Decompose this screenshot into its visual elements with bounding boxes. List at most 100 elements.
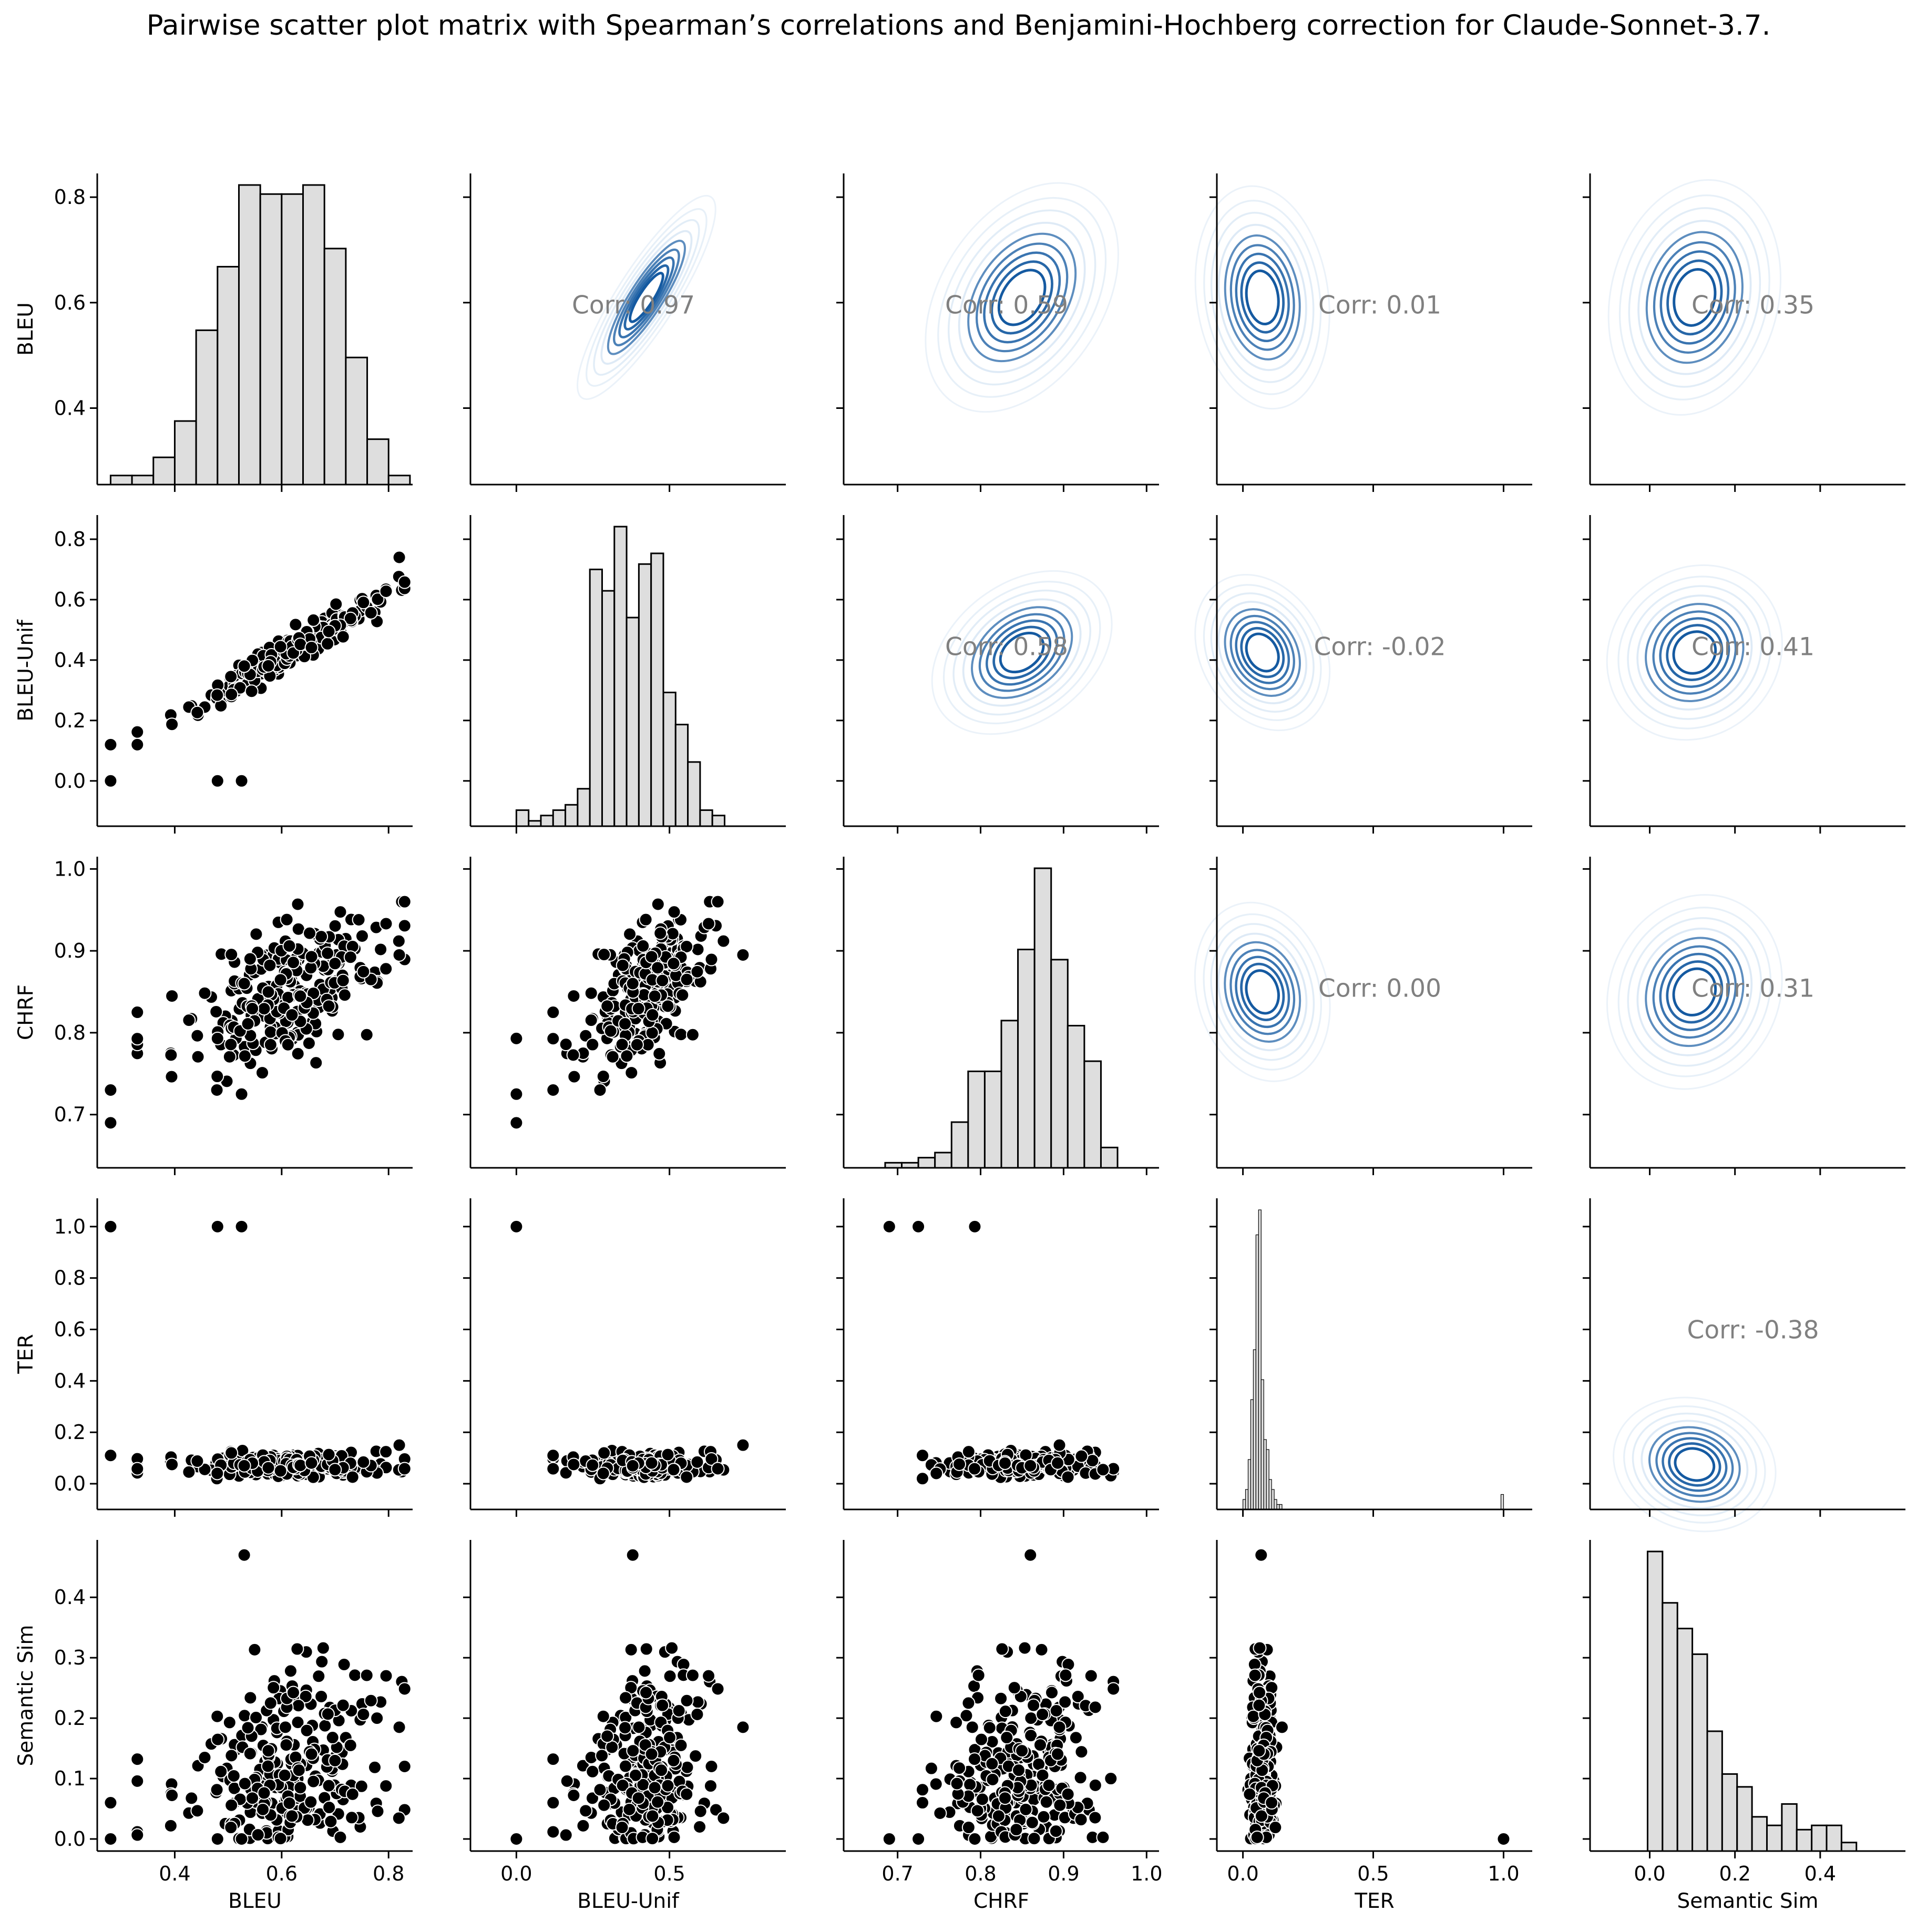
scatter-point xyxy=(1074,1745,1089,1759)
scatter-point xyxy=(165,1457,179,1472)
panel-bleu-vs-chrf: Corr: 0.59 xyxy=(836,173,1159,492)
scatter-point xyxy=(316,1641,330,1655)
scatter-point xyxy=(736,948,750,962)
scatter-point xyxy=(1015,1744,1029,1758)
y-tick-label: 0.7 xyxy=(54,1103,86,1126)
panel-chrf-vs-bleu: 0.7 0.8 0.9 1.0 xyxy=(54,857,413,1175)
scatter-point xyxy=(655,1698,670,1712)
y-tick-label: 0.4 xyxy=(54,1369,86,1392)
scatter-point xyxy=(322,1447,336,1462)
scatter-point xyxy=(615,1037,629,1052)
scatter-point xyxy=(631,1791,645,1805)
kde-contour xyxy=(1672,630,1717,675)
kde-contour xyxy=(1606,564,1783,741)
kde-contour xyxy=(1235,252,1290,343)
scatter-point xyxy=(234,774,249,788)
scatter-point xyxy=(209,1004,223,1019)
scatter-point xyxy=(321,636,335,651)
scatter-point xyxy=(655,973,670,988)
scatter-point xyxy=(210,774,224,788)
histogram-bar xyxy=(1017,949,1036,1169)
kde-contour xyxy=(1674,1447,1716,1482)
scatter-point xyxy=(593,1083,607,1097)
scatter-point xyxy=(355,929,369,943)
scatter-point xyxy=(995,1642,1009,1656)
scatter-point xyxy=(392,1720,406,1734)
kde-contour xyxy=(1636,928,1753,1056)
kde-contour xyxy=(1655,1432,1734,1497)
scatter-point xyxy=(929,1466,944,1481)
histogram-bar xyxy=(528,820,542,827)
scatter-point xyxy=(924,1761,938,1775)
scatter-point xyxy=(624,1066,639,1080)
scatter-point xyxy=(546,1448,560,1463)
x-axis-title-semantic-sim: Semantic Sim xyxy=(1677,1889,1819,1913)
x-tick-label: 0.2 xyxy=(1719,1862,1750,1885)
scatter-point xyxy=(974,1732,988,1746)
histogram-bar xyxy=(1662,1602,1678,1852)
scatter-point xyxy=(322,1779,336,1793)
scatter-point xyxy=(593,1783,607,1797)
scatter-point xyxy=(596,1466,610,1481)
y-tick-label: 0.2 xyxy=(54,1421,86,1444)
scatter-point xyxy=(279,1738,293,1752)
x-tick-label: 0.6 xyxy=(266,1862,298,1885)
scatter-point xyxy=(261,1461,275,1475)
scatter-point xyxy=(630,1037,644,1052)
scatter-point xyxy=(644,1456,659,1470)
histogram-bar xyxy=(917,1157,936,1169)
y-axis-title-chrf: CHRF xyxy=(14,984,38,1040)
kde-contour xyxy=(1666,624,1724,681)
scatter-point xyxy=(661,1447,675,1462)
scatter-point xyxy=(263,1025,278,1039)
y-tick-label: 0.0 xyxy=(54,1827,86,1851)
scatter-point xyxy=(360,1668,374,1682)
scatter-point xyxy=(663,1731,677,1745)
scatter-point xyxy=(286,1686,301,1700)
kde-contour xyxy=(613,248,680,346)
scatter-point xyxy=(104,774,118,788)
scatter-point xyxy=(916,1783,929,1797)
kde-contour xyxy=(623,264,670,331)
kde-contour xyxy=(1245,269,1280,326)
kde-contour xyxy=(975,242,1069,353)
scatter-point xyxy=(645,1832,660,1846)
scatter-point xyxy=(282,1796,296,1810)
scatter-point xyxy=(651,897,665,911)
scatter-point xyxy=(1051,1747,1065,1761)
scatter-point xyxy=(238,1709,252,1723)
y-tick-label: 0.8 xyxy=(54,1021,86,1044)
scatter-point xyxy=(567,1789,581,1803)
scatter-point xyxy=(273,973,288,987)
scatter-point xyxy=(736,1720,750,1734)
y-tick-label: 0.6 xyxy=(54,588,86,611)
scatter-point xyxy=(560,1774,574,1788)
scatter-point xyxy=(595,1749,609,1763)
histogram-bar xyxy=(259,193,283,486)
histogram-bar xyxy=(1263,1439,1267,1510)
panel-bleu-vs-bleu: 0.4 0.6 0.8 xyxy=(54,173,413,492)
scatter-point xyxy=(290,1642,304,1656)
scatter-point xyxy=(586,1037,600,1052)
scatter-point xyxy=(1052,1720,1067,1734)
scatter-point xyxy=(651,961,665,975)
y-tick-label: 0.9 xyxy=(54,939,86,962)
scatter-point xyxy=(961,1821,976,1835)
scatter-point xyxy=(300,1723,314,1738)
scatter-point xyxy=(654,1763,669,1777)
scatter-point xyxy=(237,1548,251,1562)
scatter-point xyxy=(379,917,393,931)
scatter-point xyxy=(693,1804,708,1818)
scatter-point xyxy=(238,1776,252,1791)
scatter-point xyxy=(273,1464,288,1478)
kde-contour xyxy=(600,230,693,365)
scatter-point xyxy=(266,1681,281,1695)
scatter-point xyxy=(356,1707,371,1721)
scatter-point xyxy=(374,942,388,957)
scatter-point xyxy=(321,946,335,960)
correlation-label: Corr: -0.38 xyxy=(1687,1316,1819,1344)
panel-bleu-unif-vs-chrf: Corr: 0.58 xyxy=(836,515,1159,834)
scatter-point xyxy=(1248,1668,1262,1682)
panel-bleu-vs-bleu-unif: Corr: 0.97 xyxy=(463,173,786,492)
kde-contour xyxy=(1224,941,1301,1043)
